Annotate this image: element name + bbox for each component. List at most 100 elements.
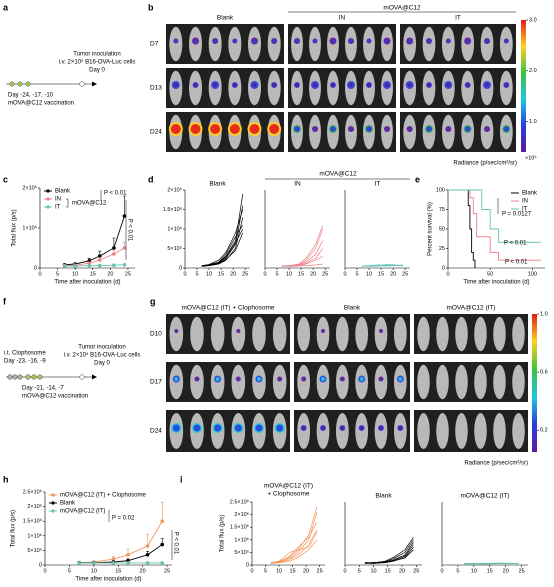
mouse xyxy=(309,26,321,62)
vaccine-dot xyxy=(25,374,31,380)
signal xyxy=(339,376,345,382)
y-tick-label: 5×10⁵ xyxy=(167,245,182,252)
signal xyxy=(427,39,431,43)
image-panel xyxy=(288,68,396,108)
row-label: D24 xyxy=(150,428,162,435)
image-panel xyxy=(294,314,410,354)
signal xyxy=(398,377,403,381)
signal xyxy=(301,426,306,430)
image-panel xyxy=(166,68,284,108)
marker xyxy=(98,254,102,258)
x-tick-label: 0 xyxy=(263,271,266,277)
pretreat-days: Day -23, -16, -9 xyxy=(4,359,46,365)
panel-label: a xyxy=(3,2,9,12)
signal xyxy=(503,126,510,132)
y-tick-label: 1×10⁶ xyxy=(167,225,182,232)
mouse xyxy=(228,26,242,62)
mouse xyxy=(493,316,506,352)
image-panel xyxy=(166,24,284,64)
marker xyxy=(160,561,165,565)
x-tick-label: 15 xyxy=(487,568,493,574)
colorbar-unit: ×10⁶ xyxy=(525,154,537,161)
vaccine-days: Day -24, -17, -10 xyxy=(8,93,54,99)
y-tick-label: 0 xyxy=(442,265,445,271)
marker xyxy=(73,264,77,268)
signal xyxy=(235,376,241,382)
x-tick-label: 20 xyxy=(503,568,509,574)
marker xyxy=(111,557,116,561)
vaccine-label: mOVA@C12 vaccination xyxy=(22,394,88,400)
x-tick-label: 10 xyxy=(286,271,292,277)
event-detail: i.v. 2×10⁵ B16-OVA-Luc cells xyxy=(64,352,141,359)
mouse xyxy=(210,316,225,352)
panel-label: d xyxy=(148,174,154,184)
event-label: Tumor inoculation xyxy=(73,52,120,58)
marker xyxy=(160,519,165,523)
signal xyxy=(214,424,222,432)
signal xyxy=(229,124,240,134)
signal xyxy=(249,124,260,134)
x-tick-label: 20 xyxy=(303,568,309,574)
marker xyxy=(112,263,116,268)
panel-label: i xyxy=(180,474,183,484)
signal xyxy=(366,126,372,132)
mouse xyxy=(512,412,525,450)
series-line xyxy=(270,539,318,564)
image-panel xyxy=(414,314,528,354)
y-tick-label: 2×10⁶ xyxy=(27,503,42,510)
image-panel xyxy=(166,410,290,452)
series-line xyxy=(361,264,403,267)
x-tick-label: 5 xyxy=(456,568,459,574)
y-tick-label: 1×10⁶ xyxy=(234,536,249,543)
annotation: P < 0.01 xyxy=(104,191,127,197)
signal xyxy=(213,39,217,43)
survival-curve xyxy=(448,189,541,243)
mouse xyxy=(228,70,242,106)
y-tick-label: 100 xyxy=(436,187,445,193)
image-panel xyxy=(288,112,396,152)
mouse xyxy=(231,316,246,352)
signal xyxy=(331,39,335,43)
x-tick-label: 0 xyxy=(343,568,346,574)
signal xyxy=(234,424,242,432)
group-label: IT xyxy=(455,15,461,22)
signal xyxy=(194,376,200,382)
series-line xyxy=(464,562,519,565)
signal xyxy=(255,424,263,432)
marker xyxy=(145,561,150,565)
event-detail: i.v. 2×10⁵ B16-OVA-Luc cells xyxy=(59,59,136,66)
legend-label: mOVA@C12 (IT) xyxy=(60,509,105,515)
image-panel xyxy=(414,362,528,402)
image-panel xyxy=(166,362,290,402)
y-tick-label: 50 xyxy=(439,226,445,232)
signal xyxy=(331,83,335,87)
signal xyxy=(379,426,383,430)
signal xyxy=(484,126,490,132)
y-tick-label: 75 xyxy=(439,207,445,213)
x-tick-label: 25 xyxy=(402,271,408,277)
mouse xyxy=(499,70,513,106)
mouse xyxy=(374,316,388,352)
signal xyxy=(294,126,300,132)
legend-marker xyxy=(46,205,50,209)
mouse xyxy=(417,412,430,450)
signal xyxy=(313,39,317,43)
mouse xyxy=(316,316,330,352)
mouse xyxy=(363,26,375,62)
marker xyxy=(160,542,165,547)
x-tick-label: 0 xyxy=(250,568,253,574)
legend-label: mOVA@C12 (IT) + Clophosome xyxy=(60,493,147,499)
mouse xyxy=(374,364,388,400)
event-day: Day 0 xyxy=(89,68,105,74)
pretreat-dot xyxy=(12,374,18,380)
legend-label: IN xyxy=(55,197,61,203)
mouse xyxy=(441,26,455,62)
signal xyxy=(321,377,325,381)
arrow-head xyxy=(92,374,97,380)
signal xyxy=(272,39,276,43)
x-tick-label: 0 xyxy=(38,271,41,277)
mouse xyxy=(190,364,204,400)
mouse xyxy=(252,316,266,352)
series-line xyxy=(270,532,318,564)
x-axis-label: Time after inoculation (d) xyxy=(54,280,120,286)
